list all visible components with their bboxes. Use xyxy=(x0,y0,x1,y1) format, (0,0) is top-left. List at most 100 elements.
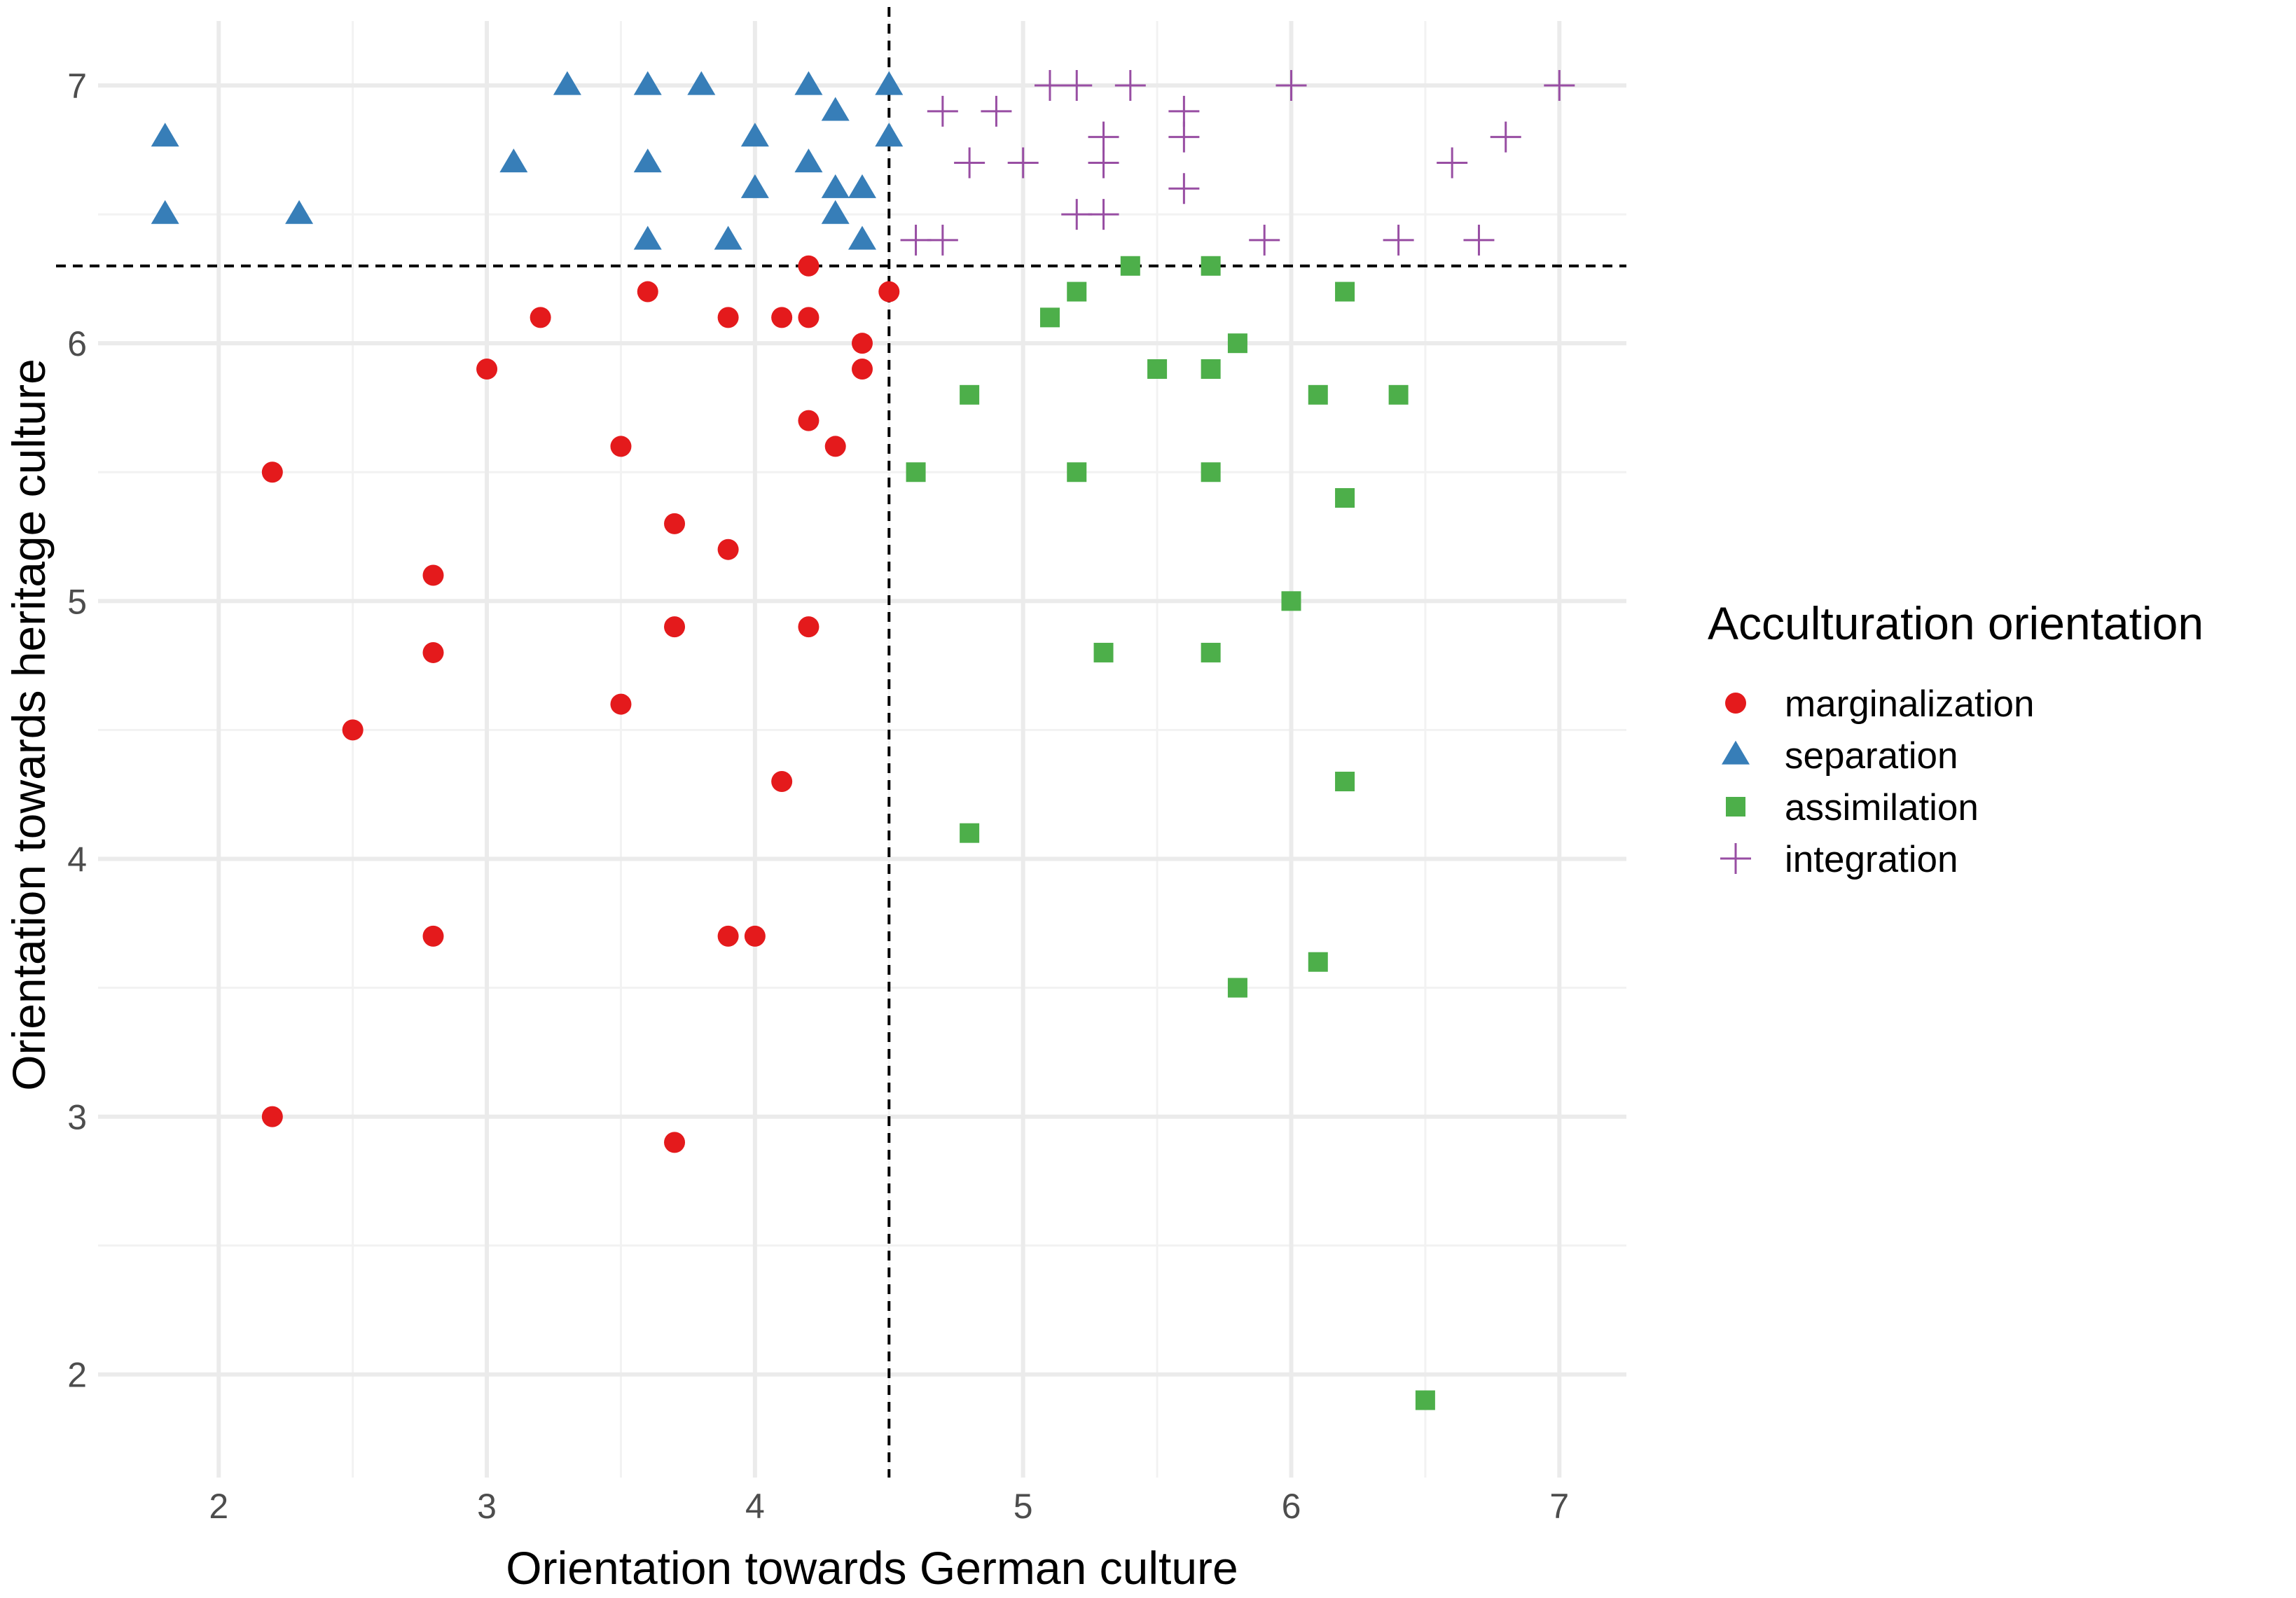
point-assimilation xyxy=(1093,642,1114,662)
point-assimilation xyxy=(1335,282,1355,302)
point-separation xyxy=(151,200,179,224)
point-separation xyxy=(821,97,850,121)
point-marginalization xyxy=(664,1132,686,1153)
point-separation xyxy=(875,71,904,95)
point-marginalization xyxy=(798,307,819,328)
y-tick-label: 2 xyxy=(67,1356,87,1395)
point-assimilation xyxy=(1120,256,1140,276)
point-integration xyxy=(1061,70,1093,102)
point-marginalization xyxy=(261,1106,283,1127)
point-separation xyxy=(848,174,876,198)
point-assimilation xyxy=(1039,307,1060,328)
x-tick-label: 2 xyxy=(209,1487,228,1526)
point-marginalization xyxy=(610,436,632,457)
point-integration xyxy=(1168,121,1200,153)
y-tick-label: 5 xyxy=(67,582,87,621)
point-separation xyxy=(794,71,823,95)
point-integration xyxy=(927,224,958,256)
point-assimilation xyxy=(906,462,926,482)
point-marginalization xyxy=(771,307,793,328)
point-marginalization xyxy=(530,307,551,328)
point-integration xyxy=(1061,199,1093,230)
point-integration xyxy=(1463,224,1495,256)
point-marginalization xyxy=(261,461,283,483)
y-tick-label: 4 xyxy=(67,840,87,879)
y-tick-label: 6 xyxy=(67,324,87,363)
point-assimilation xyxy=(1415,1390,1435,1410)
point-marginalization xyxy=(744,925,766,947)
y-axis-ticks: 2 3 4 5 6 7 xyxy=(67,67,87,1395)
point-separation xyxy=(553,71,581,95)
x-tick-label: 5 xyxy=(1014,1487,1033,1526)
point-integration xyxy=(981,95,1012,127)
point-assimilation xyxy=(1147,359,1168,379)
legend-title: Acculturation orientation xyxy=(1708,597,2204,649)
x-axis-title: Orientation towards German culture xyxy=(506,1542,1238,1594)
x-tick-label: 3 xyxy=(477,1487,497,1526)
point-marginalization xyxy=(664,616,686,638)
point-marginalization xyxy=(637,281,658,303)
point-assimilation xyxy=(1308,952,1328,972)
point-integration xyxy=(927,95,958,127)
y-tick-label: 3 xyxy=(67,1098,87,1137)
point-assimilation xyxy=(1067,282,1087,302)
point-assimilation xyxy=(1227,978,1247,998)
legend-entry-integration: integration xyxy=(1720,839,1958,880)
series-assimilation xyxy=(906,256,1435,1410)
point-marginalization xyxy=(664,513,686,534)
series-separation xyxy=(151,71,904,250)
legend-key-marginalization xyxy=(1725,693,1746,714)
point-assimilation xyxy=(1281,591,1301,611)
point-marginalization xyxy=(476,358,498,380)
point-marginalization xyxy=(852,333,873,354)
point-assimilation xyxy=(960,823,980,843)
point-separation xyxy=(848,225,876,250)
point-separation xyxy=(151,123,179,147)
legend-key-integration xyxy=(1720,843,1751,874)
point-assimilation xyxy=(1201,462,1221,482)
legend-key-separation xyxy=(1722,740,1750,765)
point-integration xyxy=(1275,70,1307,102)
x-tick-label: 6 xyxy=(1282,1487,1301,1526)
point-integration xyxy=(1383,224,1414,256)
point-separation xyxy=(687,71,716,95)
x-tick-label: 4 xyxy=(745,1487,765,1526)
legend-entry-marginalization: marginalization xyxy=(1725,683,2034,725)
point-marginalization xyxy=(422,564,444,586)
point-marginalization xyxy=(798,255,819,277)
point-separation xyxy=(499,148,528,173)
legend-label-separation: separation xyxy=(1785,735,1958,777)
point-integration xyxy=(1168,173,1200,204)
point-marginalization xyxy=(824,436,846,457)
point-integration xyxy=(1088,147,1119,179)
point-integration xyxy=(900,224,932,256)
point-assimilation xyxy=(1201,359,1221,379)
point-separation xyxy=(740,123,769,147)
point-marginalization xyxy=(610,693,632,715)
point-integration xyxy=(1034,70,1065,102)
point-separation xyxy=(633,225,662,250)
point-separation xyxy=(821,174,850,198)
point-assimilation xyxy=(1388,384,1409,405)
point-integration xyxy=(1088,121,1119,153)
point-marginalization xyxy=(771,771,793,793)
point-integration xyxy=(1249,224,1280,256)
point-assimilation xyxy=(1308,384,1328,405)
point-marginalization xyxy=(717,307,739,328)
point-integration xyxy=(1168,95,1200,127)
legend: Acculturation orientation marginalizatio… xyxy=(1708,597,2204,880)
point-assimilation xyxy=(1067,462,1087,482)
point-integration xyxy=(1114,70,1146,102)
point-assimilation xyxy=(1201,256,1221,276)
legend-entry-assimilation: assimilation xyxy=(1726,787,1979,828)
point-separation xyxy=(740,174,769,198)
point-separation xyxy=(821,200,850,224)
point-integration xyxy=(1544,70,1575,102)
y-tick-label: 7 xyxy=(67,67,87,106)
point-marginalization xyxy=(798,410,819,431)
point-marginalization xyxy=(422,925,444,947)
x-tick-label: 7 xyxy=(1549,1487,1569,1526)
point-assimilation xyxy=(1335,772,1355,792)
point-assimilation xyxy=(1201,642,1221,662)
